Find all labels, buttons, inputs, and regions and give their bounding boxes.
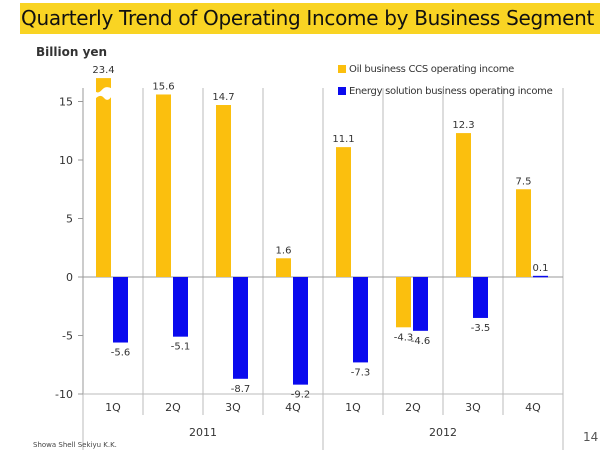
oil-bar: [336, 147, 351, 277]
x-tick-label: 1Q: [105, 401, 121, 414]
x-tick-label: 2Q: [405, 401, 421, 414]
oil-data-label: 23.4: [92, 65, 114, 76]
energy-data-label: -9.2: [291, 390, 311, 401]
oil-data-label: 12.3: [452, 120, 474, 131]
energy-data-label: -7.3: [351, 367, 371, 378]
page-number: 14: [583, 430, 599, 444]
legend-item-energy: Energy solution business operating incom…: [338, 86, 553, 97]
slide-title: Quarterly Trend of Operating Income by B…: [21, 6, 594, 30]
x-tick-label: 1Q: [345, 401, 361, 414]
y-tick-label: 15: [59, 96, 73, 109]
y-axis-unit-label: Billion yen: [36, 45, 108, 59]
legend-label-oil: Oil business CCS operating income: [349, 64, 515, 75]
energy-data-label: -5.1: [171, 342, 191, 353]
energy-bar: [293, 277, 308, 385]
legend-label-energy: Energy solution business operating incom…: [349, 86, 553, 97]
oil-bar: [216, 105, 231, 277]
year-label: 2011: [189, 426, 217, 439]
energy-data-label: -3.5: [471, 323, 491, 334]
oil-bar: [456, 133, 471, 277]
energy-bar: [533, 275, 548, 278]
energy-bar: [233, 277, 248, 379]
oil-data-label: 1.6: [276, 245, 292, 256]
y-tick-label: 10: [59, 154, 73, 167]
company-footer: Showa Shell Sekiyu K.K.: [33, 441, 117, 449]
energy-bar: [113, 277, 128, 343]
y-tick-label: 0: [66, 271, 73, 284]
oil-data-label: 14.7: [212, 92, 234, 103]
axis-break-mark: [95, 87, 112, 100]
y-tick-label: -5: [62, 330, 73, 343]
oil-bar: [396, 277, 411, 328]
legend-swatch-energy: [338, 87, 346, 95]
x-tick-label: 3Q: [465, 401, 481, 414]
energy-data-label: -4.6: [411, 336, 431, 347]
energy-data-label: -8.7: [231, 384, 251, 395]
oil-data-label: 11.1: [332, 134, 354, 145]
y-tick-label: 5: [66, 213, 73, 226]
x-tick-label: 4Q: [285, 401, 301, 414]
energy-data-label: 0.1: [533, 263, 549, 274]
oil-bar: [96, 78, 111, 277]
oil-data-label: -4.3: [394, 332, 414, 343]
x-tick-label: 3Q: [225, 401, 241, 414]
legend-item-oil: Oil business CCS operating income: [338, 64, 514, 75]
legend-swatch-oil: [338, 65, 346, 73]
oil-data-label: 7.5: [516, 176, 532, 187]
energy-bar: [413, 277, 428, 331]
energy-bar: [173, 277, 188, 337]
x-tick-label: 4Q: [525, 401, 541, 414]
energy-data-label: -5.6: [111, 348, 131, 359]
energy-bar: [473, 277, 488, 318]
x-tick-label: 2Q: [165, 401, 181, 414]
y-tick-label: -10: [55, 388, 73, 401]
oil-data-label: 15.6: [152, 81, 174, 92]
oil-bar: [276, 258, 291, 277]
oil-bar: [156, 94, 171, 277]
title-bar: Quarterly Trend of Operating Income by B…: [20, 3, 600, 34]
year-label: 2012: [429, 426, 457, 439]
energy-bar: [353, 277, 368, 363]
oil-bar: [516, 189, 531, 277]
